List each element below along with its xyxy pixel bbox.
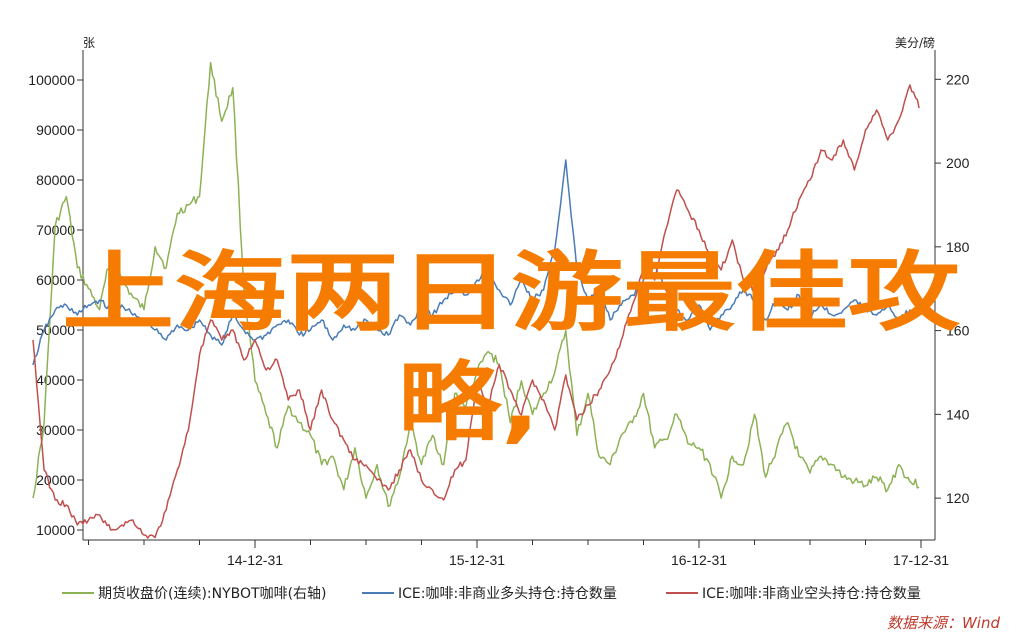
legend: 期货收盘价(连续):NYBOT咖啡(右轴) ICE:咖啡:非商业多头持仓:持仓数… — [62, 585, 921, 602]
left-tick-label: 60000 — [36, 272, 75, 288]
legend-label-short-positions: ICE:咖啡:非商业空头持仓:持仓数量 — [702, 586, 921, 602]
series-lines — [32, 61, 920, 539]
x-tick-label: 14-12-31 — [227, 552, 283, 568]
left-tick-label: 100000 — [28, 72, 75, 88]
overlay-title-line2: 略, — [398, 353, 540, 453]
right-axis-ticks: 120 140 160 180 200 220 — [935, 71, 970, 506]
x-tick-label: 15-12-31 — [449, 552, 505, 568]
right-tick-label: 140 — [946, 406, 970, 422]
left-tick-label: 90000 — [36, 122, 75, 138]
overlay-title-line1: 上海两日游最佳攻 — [62, 243, 961, 343]
left-tick-label: 40000 — [36, 372, 75, 388]
right-tick-label: 220 — [946, 71, 970, 87]
source-note: 数据来源：Wind — [887, 614, 1001, 632]
left-axis-unit: 张 — [83, 36, 95, 50]
right-tick-label: 160 — [946, 323, 970, 339]
x-tick-label: 17-12-31 — [893, 552, 949, 568]
right-tick-label: 200 — [946, 155, 970, 171]
x-axis-ticks: 14-12-31 15-12-31 16-12-31 17-12-31 — [88, 540, 949, 568]
series-line-0 — [32, 61, 920, 508]
series-line-1 — [32, 159, 920, 366]
right-axis-unit: 美分/磅 — [895, 35, 935, 50]
legend-label-coffee-price: 期货收盘价(连续):NYBOT咖啡(右轴) — [98, 585, 327, 602]
right-tick-label: 180 — [946, 239, 970, 255]
left-tick-label: 30000 — [36, 422, 75, 438]
left-tick-label: 10000 — [36, 522, 75, 538]
legend-label-long-positions: ICE:咖啡:非商业多头持仓:持仓数量 — [398, 585, 617, 602]
series-line-2 — [32, 84, 920, 539]
right-tick-label: 120 — [946, 490, 970, 506]
left-tick-label: 20000 — [36, 472, 75, 488]
x-tick-label: 16-12-31 — [671, 552, 727, 568]
left-axis-ticks: 1000020000300004000050000600007000080000… — [28, 72, 83, 538]
left-tick-label: 80000 — [36, 172, 75, 188]
